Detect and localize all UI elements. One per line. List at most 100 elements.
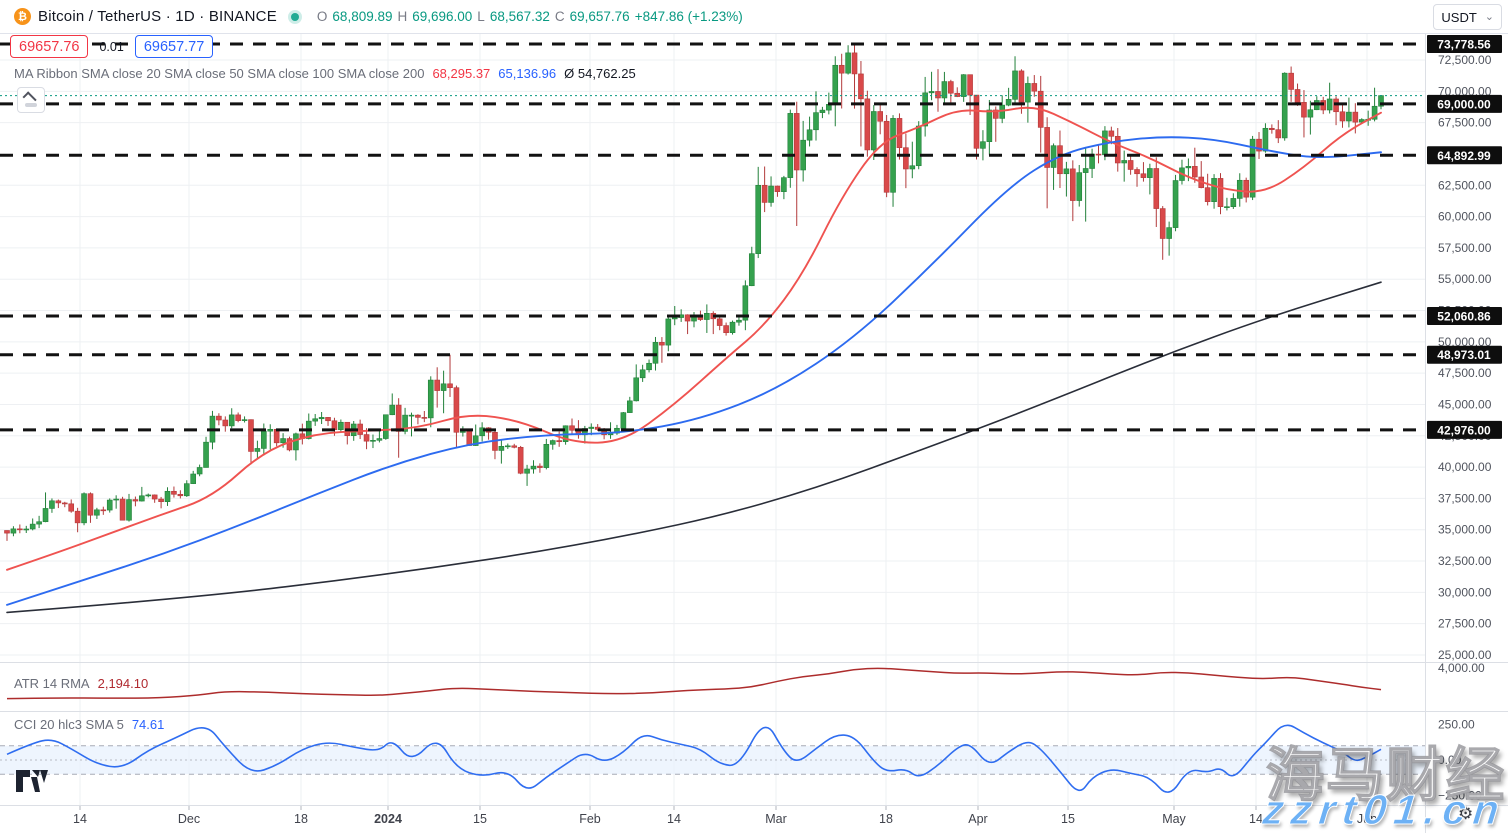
candle-body: [106, 499, 113, 511]
ma-ribbon-title: MA Ribbon SMA close 20 SMA close 50 SMA …: [14, 66, 425, 81]
candle-body: [434, 379, 440, 391]
axis-settings-gear-icon[interactable]: ⚙: [1458, 804, 1474, 823]
close-value: 69,657.76: [569, 9, 630, 24]
candle-body: [23, 528, 30, 531]
candle-body: [1005, 99, 1012, 106]
candle-body: [55, 500, 62, 504]
candle-body: [376, 438, 383, 441]
atr-line: [6, 667, 1382, 700]
candle-body: [498, 446, 505, 451]
candle-body: [543, 444, 550, 468]
price-level-badge: [1427, 146, 1502, 165]
candle-body: [729, 321, 736, 334]
time-tick-label: May: [1162, 812, 1186, 826]
candle-body: [511, 445, 518, 448]
candle-body: [1012, 70, 1018, 100]
price-tick-label: 70,000.00: [1438, 84, 1492, 98]
cci-tick-label: 0.00: [1438, 753, 1462, 767]
time-tick-label: 18: [294, 812, 308, 826]
candle-body: [723, 325, 729, 334]
candle-body: [61, 502, 68, 505]
candle-body: [928, 91, 935, 94]
candle-body: [755, 184, 762, 254]
candle-body: [74, 510, 81, 524]
buy-price-button[interactable]: 69657.77: [134, 35, 214, 58]
sell-price-button[interactable]: 69657.76: [10, 35, 89, 58]
candle-body: [383, 414, 389, 439]
candle-body: [806, 129, 813, 141]
time-tick-label: 15: [473, 812, 487, 826]
candle-body: [793, 113, 800, 171]
time-axis[interactable]: [0, 805, 1425, 833]
candle-body: [556, 440, 562, 442]
candle-body: [517, 447, 524, 474]
price-tick-label: 40,000.00: [1438, 460, 1492, 474]
price-tick-label: 30,000.00: [1438, 585, 1492, 599]
candle-body: [248, 419, 254, 452]
candle-body: [267, 428, 274, 432]
candle-body: [1050, 145, 1057, 168]
candle-body: [832, 64, 839, 105]
sma-200-line: [6, 281, 1382, 614]
price-tick-label: 47,500.00: [1438, 366, 1492, 380]
candle-body: [530, 465, 537, 470]
candle-body: [1044, 127, 1050, 168]
price-level-badge: [1427, 420, 1502, 439]
cci-indicator-legend[interactable]: CCI 20 hlc3 SMA 5 74.61: [14, 717, 164, 732]
candle-body: [1018, 70, 1025, 103]
candle-body: [1140, 173, 1147, 178]
bitcoin-logo-icon: ₿: [14, 8, 31, 25]
candle-body: [190, 473, 196, 484]
cci-value: 74.61: [131, 717, 165, 732]
time-tick-label: 14: [73, 812, 87, 826]
candle-body: [639, 369, 646, 379]
tradingview-logo-icon[interactable]: [15, 768, 51, 799]
candle-body: [646, 362, 652, 371]
price-axis[interactable]: [1425, 33, 1508, 805]
time-tick-label: Apr: [968, 812, 987, 826]
candle-body: [941, 81, 948, 99]
candle-body: [29, 523, 36, 530]
candle-body: [1166, 227, 1172, 239]
ma-ribbon-legend[interactable]: MA Ribbon SMA close 20 SMA close 50 SMA …: [14, 66, 636, 81]
candle-body: [1153, 168, 1160, 209]
candle-body: [472, 435, 479, 446]
currency-toggle-button[interactable]: USDT ⌄: [1433, 4, 1502, 30]
candle-body: [1025, 83, 1031, 103]
candle-body: [1307, 109, 1314, 118]
candle-body: [10, 528, 17, 534]
candle-body: [652, 342, 659, 364]
candle-body: [588, 426, 595, 429]
price-level-badge-label: 64,892.99: [1437, 149, 1491, 163]
time-tick-label: Feb: [579, 812, 601, 826]
time-tick-label: 14: [1249, 812, 1263, 826]
collapse-price-line-button[interactable]: [17, 87, 45, 113]
time-tick-label: 18: [879, 812, 893, 826]
price-level-badge-label: 48,973.01: [1437, 348, 1491, 362]
candle-body: [1082, 168, 1089, 173]
candle-body: [395, 404, 402, 432]
atr-indicator-legend[interactable]: ATR 14 RMA 2,194.10: [14, 676, 148, 691]
price-tick-label: 35,000.00: [1438, 523, 1492, 537]
candle-body: [1076, 172, 1083, 201]
candle-body: [286, 438, 293, 451]
candle-body: [633, 377, 640, 402]
symbol-title[interactable]: Bitcoin / TetherUS · 1D · BINANCE: [38, 8, 277, 25]
price-tick-label: 27,500.00: [1438, 617, 1492, 631]
candle-body: [768, 185, 774, 203]
price-tick-label: 72,500.00: [1438, 53, 1492, 67]
candle-body: [671, 317, 678, 320]
candle-body: [980, 141, 986, 149]
candle-body: [280, 438, 286, 444]
candle-body: [1346, 111, 1352, 122]
open-value: 68,809.89: [332, 9, 393, 24]
candle-body: [203, 441, 209, 468]
price-tick-label: 67,500.00: [1438, 116, 1492, 130]
candle-body: [81, 493, 87, 524]
time-tick-label: Mar: [765, 812, 787, 826]
candle-body: [113, 498, 119, 501]
candle-body: [704, 312, 710, 320]
candle-body: [139, 495, 145, 502]
candle-body: [1352, 111, 1359, 123]
